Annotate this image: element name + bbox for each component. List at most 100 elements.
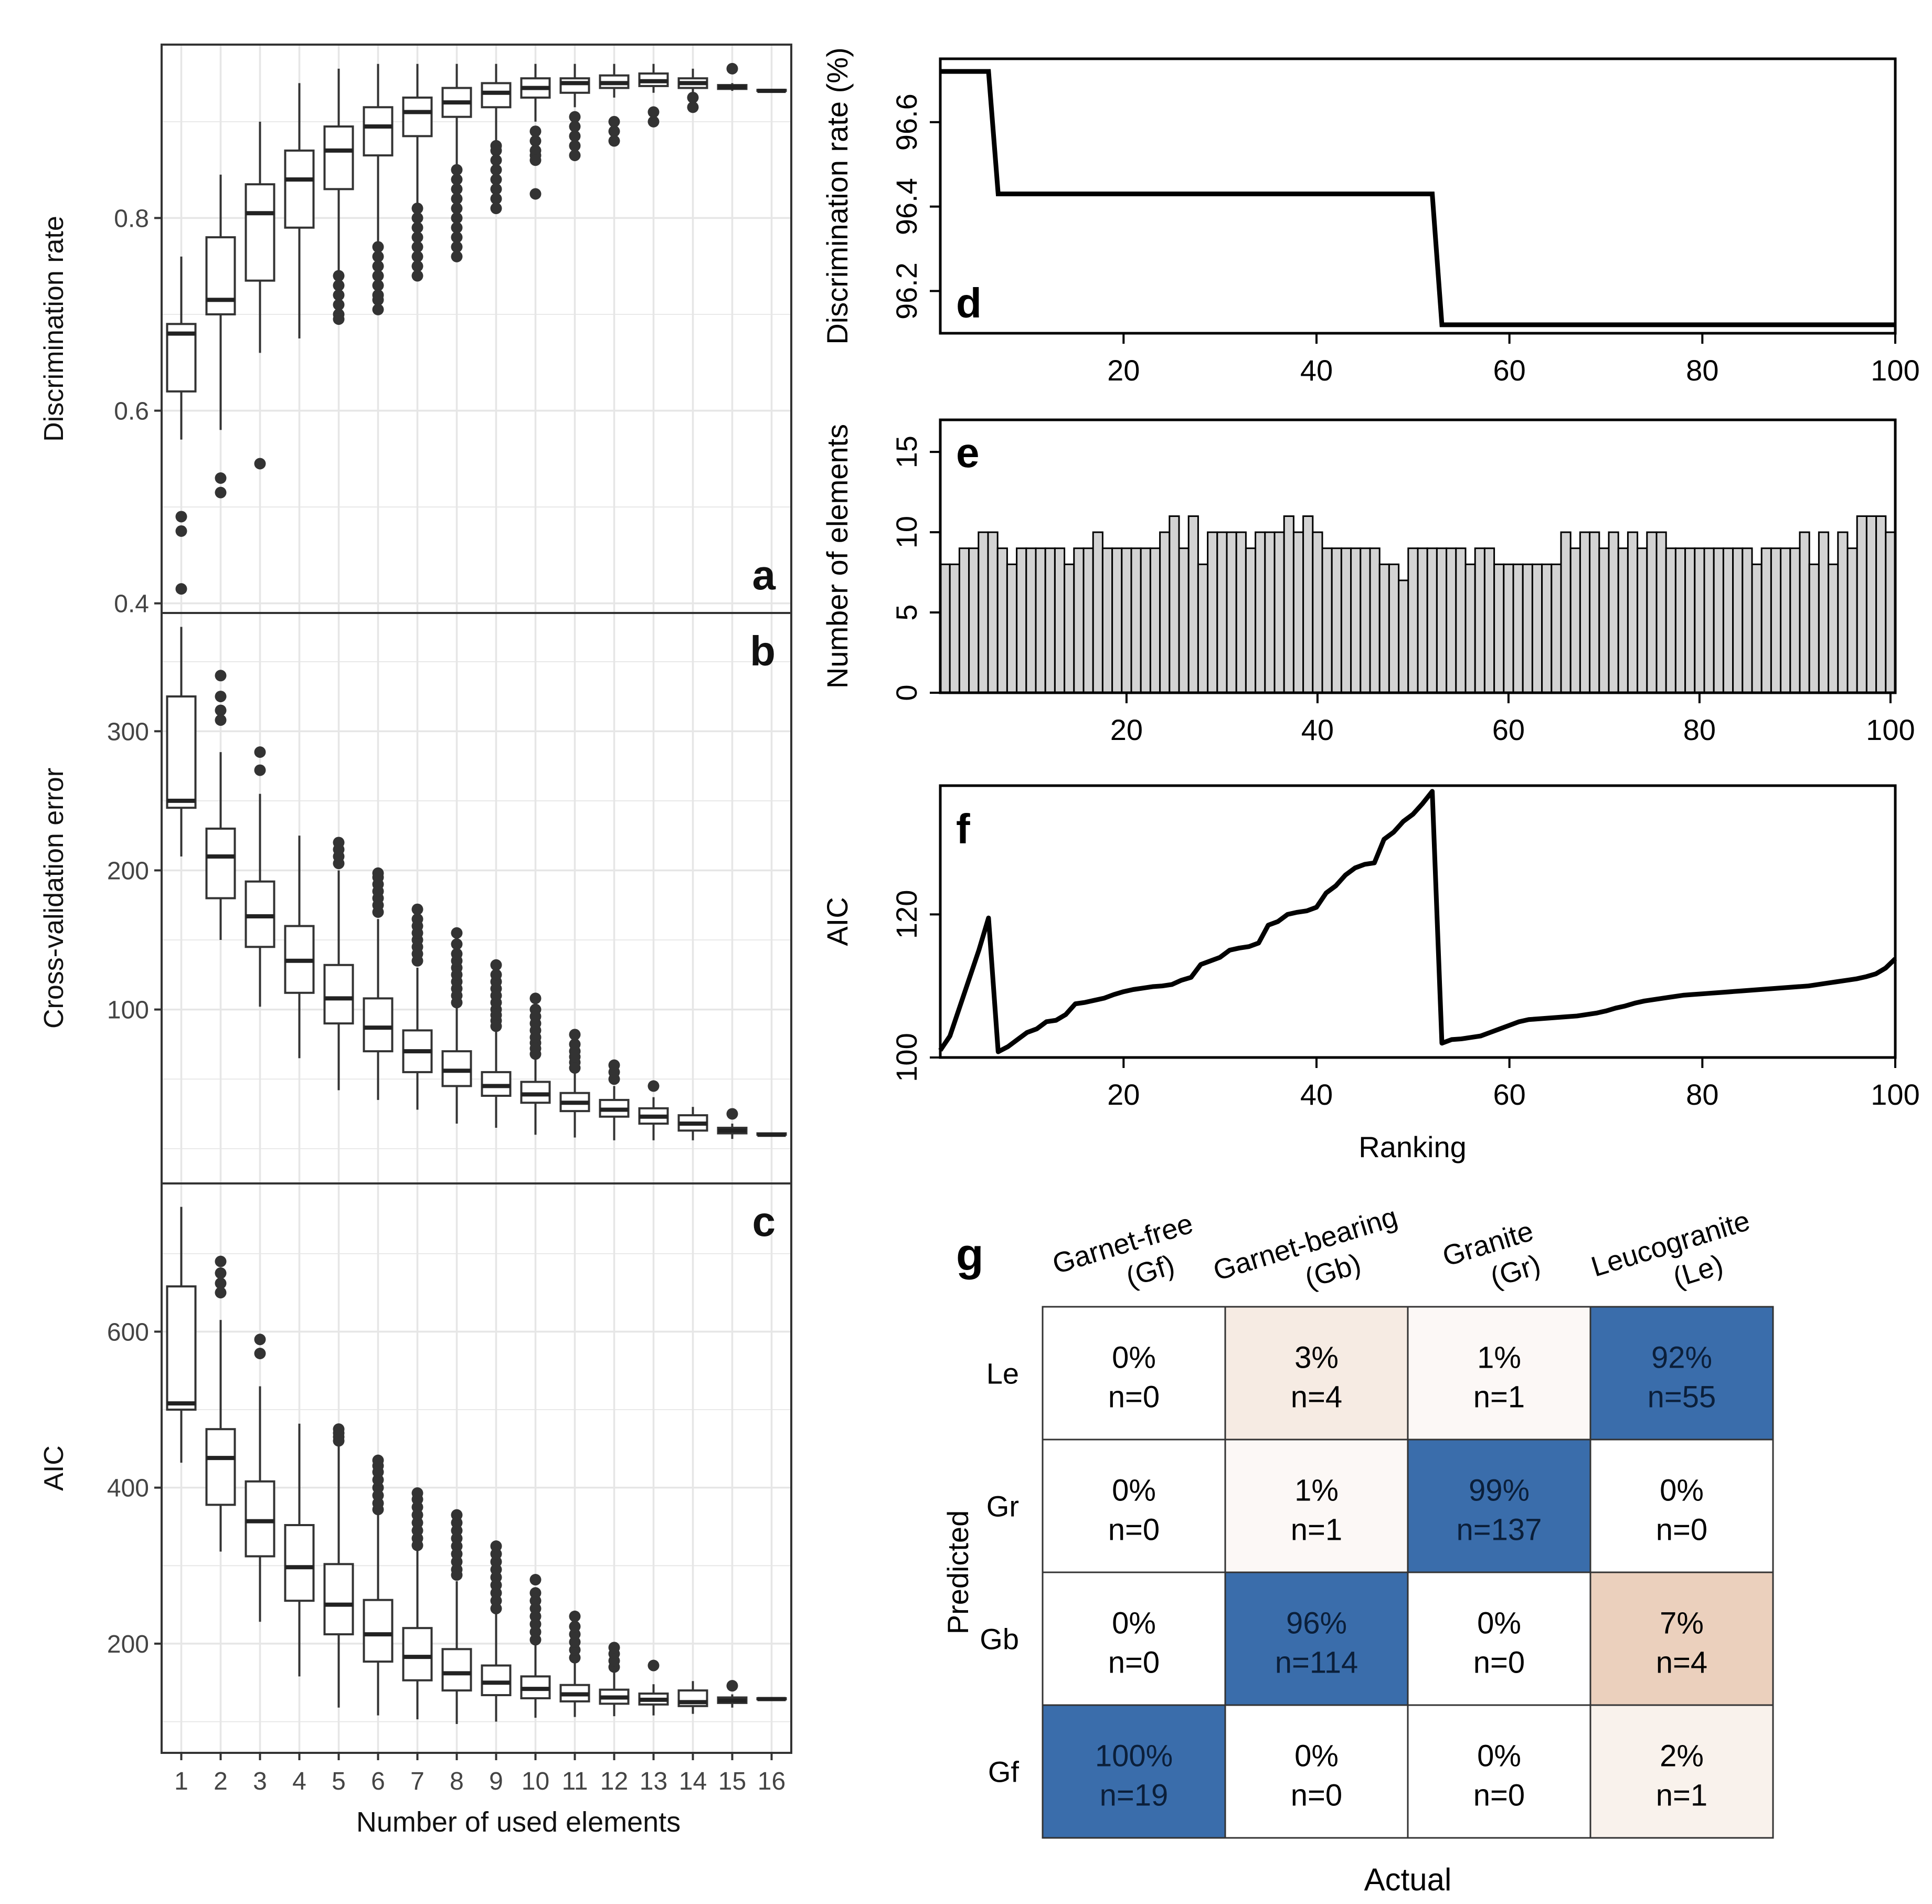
panel-label-d: d — [956, 280, 982, 326]
bar — [1025, 547, 1037, 694]
cell-background — [1224, 1306, 1409, 1441]
box-body — [323, 125, 354, 191]
bar — [1312, 531, 1323, 694]
bar — [1273, 531, 1285, 694]
outlier-point — [529, 135, 542, 147]
outlier-point — [215, 714, 227, 726]
x-tick-label: 8 — [450, 1768, 464, 1795]
outlier-point — [372, 1454, 384, 1466]
outlier-point — [687, 101, 699, 113]
bar — [1598, 547, 1610, 694]
box-4 — [284, 1423, 315, 1677]
box-body — [481, 1664, 512, 1697]
bar — [1875, 515, 1887, 694]
outlier-point — [372, 303, 384, 315]
bar — [1169, 515, 1180, 694]
outlier-point — [490, 1540, 502, 1552]
outlier-point — [529, 154, 542, 166]
y-tick-label: 300 — [107, 718, 149, 746]
bar — [1398, 579, 1409, 694]
outlier-point — [254, 764, 266, 776]
outlier-point — [215, 691, 227, 703]
bar — [949, 563, 960, 694]
box-15 — [717, 1108, 748, 1139]
box-11 — [559, 1610, 590, 1717]
bar — [1770, 547, 1782, 694]
box-12 — [599, 1059, 630, 1140]
outlier-point — [411, 221, 423, 234]
outlier-point — [529, 125, 542, 137]
outlier-point — [490, 203, 502, 215]
outlier-point — [490, 183, 502, 195]
outlier-point — [608, 1642, 620, 1654]
outlier-point — [372, 867, 384, 879]
outlier-point — [608, 1059, 620, 1071]
outlier-point — [569, 1621, 581, 1633]
outlier-point — [569, 150, 581, 162]
cell-background — [1589, 1306, 1774, 1441]
series-line — [940, 69, 1895, 327]
x-tick-label: 60 — [1493, 1078, 1525, 1111]
box-body — [441, 1648, 472, 1692]
series-line — [938, 789, 1897, 1054]
x-tick-label: 40 — [1300, 354, 1333, 387]
box-15 — [717, 1680, 748, 1708]
bar — [1865, 515, 1877, 694]
box-body — [245, 183, 275, 282]
box-body — [363, 997, 394, 1053]
bar — [1560, 531, 1572, 694]
outlier-point — [490, 154, 502, 166]
bar — [1646, 531, 1658, 694]
panel-label-c: c — [752, 1198, 776, 1245]
bar — [1589, 531, 1600, 694]
box-5 — [323, 837, 354, 1091]
cell-count: n=0 — [1656, 1513, 1707, 1547]
box-11 — [559, 64, 590, 162]
y-tick-label: 200 — [107, 857, 149, 885]
bar — [1541, 563, 1553, 694]
bar — [1617, 547, 1629, 694]
bar — [1684, 547, 1696, 694]
outlier-point — [608, 125, 620, 137]
outlier-point — [647, 1080, 660, 1092]
y-tick-label: 96.6 — [890, 93, 923, 151]
bar — [1292, 531, 1304, 694]
row-label: Gf — [988, 1755, 1020, 1789]
bar — [1264, 531, 1276, 694]
outlier-point — [215, 1277, 227, 1289]
outlier-point — [490, 173, 502, 185]
matrix-cell: 0%n=0 — [1589, 1438, 1774, 1573]
box-14 — [677, 1681, 708, 1714]
outlier-point — [333, 270, 345, 282]
bar — [1637, 547, 1648, 694]
panel-label-f: f — [956, 806, 970, 852]
box-8 — [441, 64, 472, 262]
bar — [1846, 547, 1858, 694]
y-tick-label: 100 — [890, 1033, 923, 1082]
outlier-point — [451, 173, 463, 185]
bar — [1226, 531, 1237, 694]
outlier-point — [569, 130, 581, 142]
outlier-point — [372, 294, 384, 306]
box-15 — [717, 62, 748, 91]
matrix-cell: 0%n=0 — [1042, 1571, 1226, 1706]
bar — [1101, 547, 1113, 694]
box-13 — [638, 1080, 669, 1140]
box-7 — [402, 1487, 433, 1720]
bar — [1789, 547, 1801, 694]
bar — [1569, 547, 1581, 694]
cell-count: n=19 — [1100, 1779, 1169, 1813]
cell-count: n=0 — [1291, 1779, 1342, 1813]
panel-d: 20 40 60 80 100 96.2 96.4 96.6 Discrimination ra… — [821, 47, 1920, 387]
outlier-point — [254, 746, 266, 758]
x-tick-label: 2 — [214, 1768, 228, 1795]
bar — [1149, 547, 1161, 694]
bar — [1388, 563, 1400, 694]
bar — [1321, 547, 1333, 694]
cell-background — [1407, 1306, 1591, 1441]
x-tick-label: 4 — [292, 1768, 306, 1795]
cell-percent: 1% — [1294, 1474, 1339, 1508]
cell-percent: 0% — [1477, 1739, 1521, 1773]
outlier-point — [569, 111, 581, 123]
